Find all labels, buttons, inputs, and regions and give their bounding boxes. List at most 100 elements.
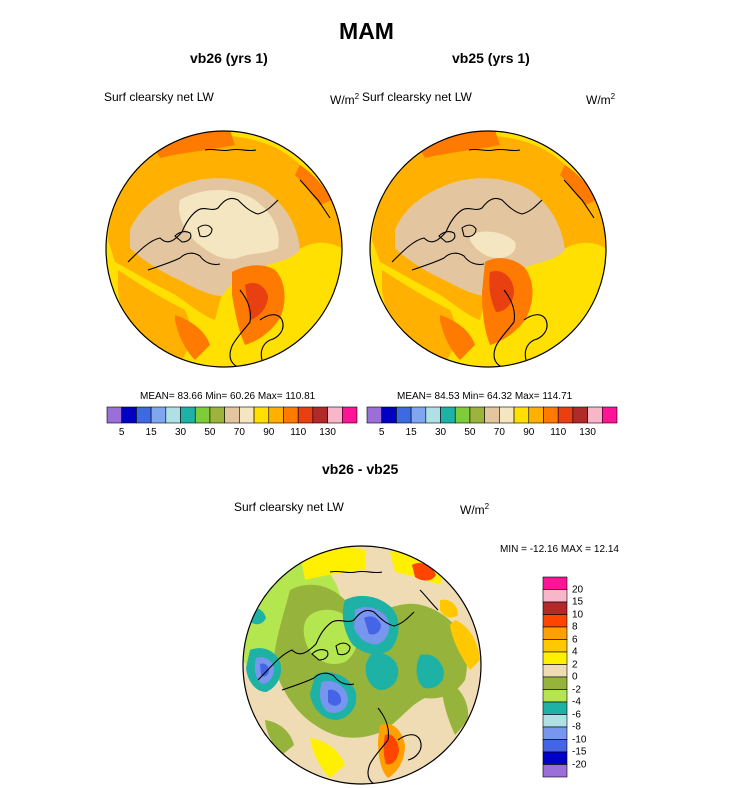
map-diff-teal-south xyxy=(310,672,357,720)
colorbar-diff-swatch xyxy=(542,751,568,765)
colorbar-tick-label: 50 xyxy=(464,427,476,438)
colorbar-diff-swatch xyxy=(542,676,568,690)
colorbar-swatch xyxy=(587,406,603,424)
colorbar-swatch xyxy=(180,406,196,424)
colorbar-left xyxy=(106,406,358,424)
diff-stats: MIN = -12.16 MAX = 12.14 xyxy=(500,544,619,555)
map-left-orange-band xyxy=(108,135,342,320)
panel-right-subtitle: vb25 (yrs 1) xyxy=(452,50,530,66)
colorbar-diff-tick-label: -8 xyxy=(572,721,581,733)
map-right-red-blob xyxy=(482,258,533,345)
map-diff-green-west xyxy=(244,555,341,668)
diff-title: vb26 - vb25 xyxy=(322,461,399,477)
colorbar-tick-label: 130 xyxy=(319,427,336,438)
colorbar-diff-tick-label: 20 xyxy=(572,584,584,595)
colorbar-diff-swatch xyxy=(542,589,568,603)
colorbar-swatch xyxy=(381,406,397,424)
colorbar-swatch xyxy=(239,406,255,424)
colorbar-swatch xyxy=(283,406,299,424)
colorbar-swatch xyxy=(253,406,270,424)
colorbar-swatch xyxy=(268,406,284,424)
colorbar-diff-tick-label: -15 xyxy=(572,746,587,758)
map-diff-yellow-north xyxy=(300,546,365,580)
colorbar-diff-tick-label: 10 xyxy=(572,609,584,620)
map-left-cream-core xyxy=(179,189,279,259)
figure-title: MAM xyxy=(339,18,394,44)
colorbar-tick-label: 5 xyxy=(118,427,125,438)
colorbar-tick-label: 90 xyxy=(263,427,275,438)
map-left-tan-region xyxy=(130,178,300,296)
colorbar-swatch xyxy=(136,406,152,424)
colorbar-diff-swatch xyxy=(542,726,568,740)
colorbar-swatch xyxy=(425,406,441,424)
colorbar-swatch xyxy=(150,406,167,424)
map-diff-base xyxy=(243,546,481,784)
colorbar-swatch xyxy=(327,406,343,424)
colorbar-diff-swatch xyxy=(542,714,568,728)
colorbar-tick-label: 5 xyxy=(378,427,385,438)
colorbar-diff-swatch xyxy=(542,689,568,703)
panel-left-units: W/m2 xyxy=(330,92,360,107)
colorbar-swatch xyxy=(366,406,383,424)
colorbar-tick-label: 110 xyxy=(290,427,307,438)
colorbar-swatch xyxy=(396,406,412,424)
colorbar-swatch xyxy=(557,406,574,424)
map-left-red-blob xyxy=(232,265,285,345)
colorbar-diff-swatch xyxy=(542,701,568,715)
map-right-tan-region xyxy=(395,178,565,296)
colorbar-diff-swatch xyxy=(542,739,568,753)
panel-left-stats: MEAN= 83.66 Min= 60.26 Max= 110.81 xyxy=(140,391,316,402)
map-right-orange-band xyxy=(372,135,606,320)
map-diff-olive-center xyxy=(274,584,467,738)
colorbar-swatch xyxy=(121,406,137,424)
panel-right-stats: MEAN= 84.53 Min= 64.32 Max= 114.71 xyxy=(397,391,573,402)
map-left-red-top xyxy=(150,131,235,158)
map-right-red-top xyxy=(415,131,500,158)
colorbar-diff xyxy=(542,576,568,778)
map-diff-red-north xyxy=(412,563,436,581)
panel-left-subtitle: vb26 (yrs 1) xyxy=(190,50,268,66)
colorbar-swatch xyxy=(209,406,225,424)
map-right-base xyxy=(370,131,606,367)
colorbar-right xyxy=(366,406,618,424)
colorbar-swatch xyxy=(165,406,181,424)
colorbar-tick-label: 15 xyxy=(405,427,417,438)
colorbar-tick-label: 90 xyxy=(523,427,535,438)
colorbar-swatch xyxy=(312,406,328,424)
colorbar-tick-label: 130 xyxy=(579,427,596,438)
panel-right-units: W/m2 xyxy=(586,92,616,107)
colorbar-swatch xyxy=(454,406,471,424)
map-diff-teal-north xyxy=(342,595,399,655)
colorbar-diff-tick-label: 15 xyxy=(572,596,584,608)
colorbar-diff-tick-label: -2 xyxy=(572,684,581,695)
diff-units: W/m2 xyxy=(460,502,490,517)
colorbar-swatch xyxy=(499,406,515,424)
colorbar-diff-swatch xyxy=(542,614,568,628)
colorbar-diff-swatch xyxy=(542,576,568,590)
colorbar-swatch xyxy=(572,406,588,424)
panel-right-variable: Surf clearsky net LW xyxy=(362,90,472,104)
colorbar-tick-label: 50 xyxy=(204,427,216,438)
colorbar-tick-label: 30 xyxy=(434,427,447,438)
colorbar-diff-swatch xyxy=(542,664,568,678)
colorbar-tick-label: 30 xyxy=(174,427,187,438)
colorbar-swatch xyxy=(297,406,314,424)
map-left-coastlines xyxy=(127,148,331,367)
colorbar-swatch xyxy=(440,406,456,424)
colorbar-swatch xyxy=(601,406,618,424)
colorbar-swatch xyxy=(106,406,123,424)
map-diff-coastlines xyxy=(257,570,439,784)
map-left-outline xyxy=(105,130,343,368)
colorbar-diff-tick-label: -20 xyxy=(572,759,587,770)
map-left-base xyxy=(106,131,342,367)
map-right-coastlines xyxy=(391,148,595,367)
colorbar-tick-label: 110 xyxy=(550,427,567,438)
colorbar-diff-tick-label: 0 xyxy=(572,671,578,683)
colorbar-diff-swatch xyxy=(542,639,568,653)
panel-left-variable: Surf clearsky net LW xyxy=(104,90,214,104)
colorbar-swatch xyxy=(484,406,500,424)
colorbar-swatch xyxy=(513,406,530,424)
